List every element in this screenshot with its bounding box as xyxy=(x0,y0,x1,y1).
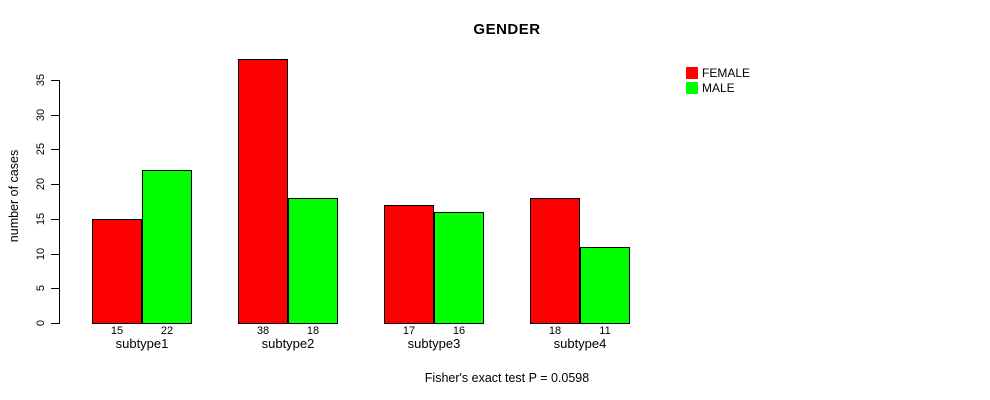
y-axis-line xyxy=(59,80,60,324)
legend-swatch-icon xyxy=(686,81,698,94)
bar-value-label: 15 xyxy=(110,325,124,337)
chart-title: GENDER xyxy=(473,21,541,38)
x-category-label: subtype1 xyxy=(115,336,169,351)
bar-value-label: 38 xyxy=(256,325,270,337)
y-tick-mark xyxy=(51,323,59,324)
bar-value-label: 18 xyxy=(548,325,562,337)
y-tick-mark xyxy=(51,184,59,185)
y-tick-label: 35 xyxy=(35,73,47,87)
legend-item: MALE xyxy=(686,80,750,95)
bar-male-subtype1 xyxy=(142,170,192,324)
y-tick-label: 15 xyxy=(35,212,47,226)
legend-label: MALE xyxy=(702,80,735,95)
y-tick-mark xyxy=(51,254,59,255)
legend-label: FEMALE xyxy=(702,65,751,80)
y-tick-label: 30 xyxy=(35,108,47,122)
bar-female-subtype2 xyxy=(238,59,288,324)
bar-value-label: 11 xyxy=(599,325,611,337)
y-tick-label: 20 xyxy=(35,177,47,191)
annotation-caption: Fisher's exact test P = 0.0598 xyxy=(424,371,590,385)
bar-female-subtype3 xyxy=(384,205,434,324)
x-category-label: subtype3 xyxy=(407,336,461,351)
y-tick-label: 5 xyxy=(35,284,47,292)
y-axis-label: number of cases xyxy=(7,149,21,243)
legend-swatch-icon xyxy=(686,66,698,79)
legend: FEMALE MALE xyxy=(686,65,750,95)
bar-male-subtype4 xyxy=(580,247,630,324)
bar-value-label: 17 xyxy=(402,325,416,337)
bar-male-subtype3 xyxy=(434,212,484,324)
y-tick-label: 25 xyxy=(35,142,47,156)
y-tick-mark xyxy=(51,115,59,116)
x-category-label: subtype4 xyxy=(553,336,607,351)
y-tick-mark xyxy=(51,219,59,220)
bar-female-subtype1 xyxy=(92,219,142,324)
bar-value-label: 16 xyxy=(452,325,466,337)
y-tick-mark xyxy=(51,288,59,289)
y-tick-mark xyxy=(51,80,59,81)
legend-item: FEMALE xyxy=(686,65,750,80)
x-category-label: subtype2 xyxy=(261,336,315,351)
y-tick-label: 10 xyxy=(35,247,47,261)
y-tick-mark xyxy=(51,149,59,150)
y-tick-label: 0 xyxy=(35,319,47,327)
bar-value-label: 22 xyxy=(160,325,174,337)
bar-male-subtype2 xyxy=(288,198,338,324)
bar-value-label: 18 xyxy=(306,325,320,337)
bar-female-subtype4 xyxy=(530,198,580,324)
